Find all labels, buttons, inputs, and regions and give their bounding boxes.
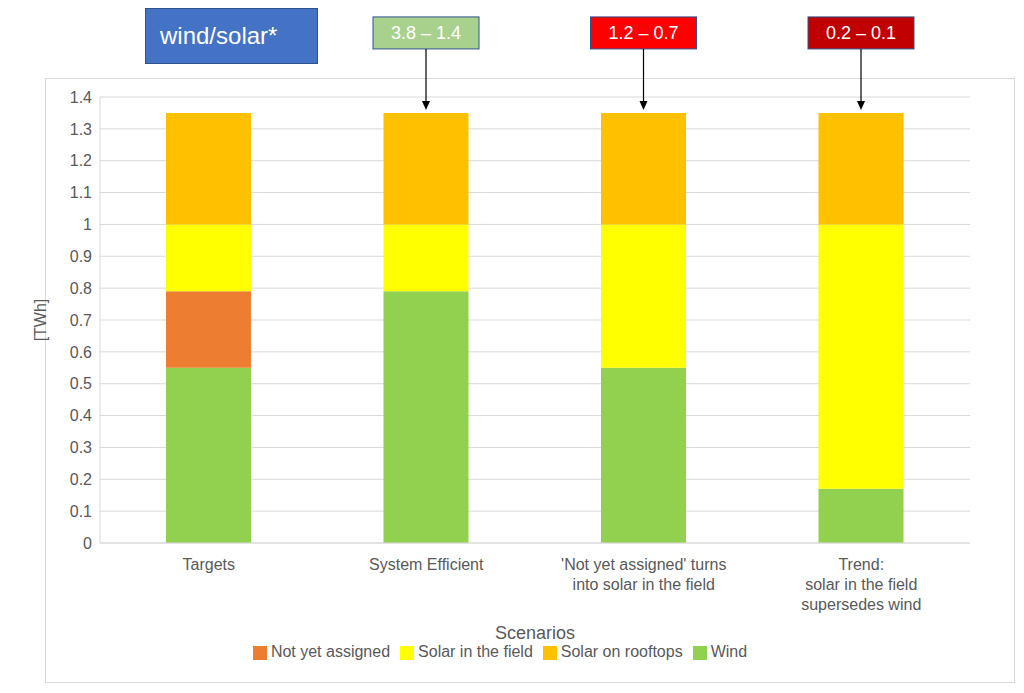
svg-text:0: 0 bbox=[83, 535, 92, 552]
svg-text:0.8: 0.8 bbox=[70, 280, 92, 297]
svg-text:0.9: 0.9 bbox=[70, 248, 92, 265]
html-text:Solar on rooftops: Solar on rooftops bbox=[560, 643, 683, 660]
svg-text:0.3: 0.3 bbox=[70, 439, 92, 456]
svg-text:0.1: 0.1 bbox=[70, 503, 92, 520]
html-text:Wind: Wind bbox=[710, 643, 748, 660]
svg-text:0.2: 0.2 bbox=[70, 471, 92, 488]
svg-text:1.4: 1.4 bbox=[70, 89, 92, 106]
svg-text:Targets: Targets bbox=[183, 556, 235, 573]
svg-text:[TWh]: [TWh] bbox=[32, 299, 49, 342]
svg-text:1: 1 bbox=[83, 216, 92, 233]
svg-text:Trend:solar in the fieldsupers: Trend:solar in the fieldsupersedes wind bbox=[801, 556, 921, 613]
svg-text:0.4: 0.4 bbox=[70, 407, 92, 424]
svg-text:0.7: 0.7 bbox=[70, 312, 92, 329]
svg-text:3.8 – 1.4: 3.8 – 1.4 bbox=[391, 23, 461, 43]
svg-text:1.1: 1.1 bbox=[70, 184, 92, 201]
svg-text:0.5: 0.5 bbox=[70, 375, 92, 392]
svg-text:0.6: 0.6 bbox=[70, 344, 92, 361]
svg-text:1.2 – 0.7: 1.2 – 0.7 bbox=[608, 23, 678, 43]
svg-text:0.2 – 0.1: 0.2 – 0.1 bbox=[826, 23, 896, 43]
svg-text:1.2: 1.2 bbox=[70, 152, 92, 169]
html-text:Not yet assigned: Not yet assigned bbox=[270, 643, 391, 660]
svg-text:Scenarios: Scenarios bbox=[495, 623, 575, 643]
svg-text:System Efficient: System Efficient bbox=[369, 556, 484, 573]
html-text:wind/solar*: wind/solar* bbox=[160, 22, 278, 49]
html-text:Solar in the field: Solar in the field bbox=[418, 643, 533, 660]
svg-text:1.3: 1.3 bbox=[70, 121, 92, 138]
svg-text:'Not yet assigned' turnsinto s: 'Not yet assigned' turnsinto solar in th… bbox=[561, 556, 726, 593]
